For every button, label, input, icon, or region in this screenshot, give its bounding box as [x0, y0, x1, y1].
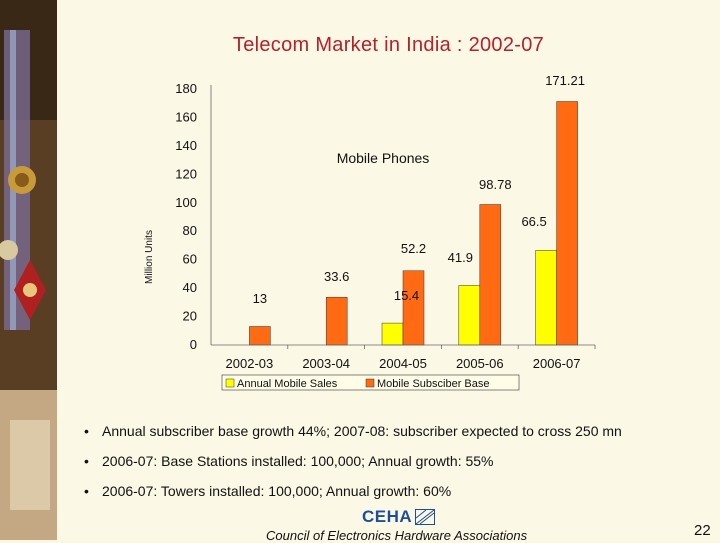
- y-tick-label: 120: [175, 166, 197, 181]
- x-tick-label: 2002-03: [226, 356, 274, 371]
- bar-base: [402, 270, 425, 346]
- x-axis: 2002-03 2003-04 2004-05 2005-06 2006-07: [211, 344, 596, 371]
- legend-label-base: Mobile Subsciber Base: [377, 378, 490, 390]
- data-label: 15.4: [394, 288, 419, 303]
- y-tick-label: 60: [183, 252, 197, 267]
- data-label: 33.6: [324, 269, 349, 284]
- x-tick-label: 2005-06: [456, 356, 504, 371]
- slide-background: [57, 0, 720, 540]
- y-axis: 0 20 40 60 80 100 120 140 160 180: [175, 81, 212, 352]
- bar-sales: [535, 250, 557, 346]
- legend-label-sales: Annual Mobile Sales: [237, 378, 338, 390]
- bar-series: [249, 101, 578, 346]
- slide-title: Telecom Market in India : 2002-07: [232, 34, 545, 56]
- bar-sales: [381, 322, 404, 346]
- bullet-text: 2006-07: Towers installed: 100,000; Annu…: [102, 483, 452, 499]
- legend-swatch-base: [365, 378, 375, 388]
- bar-base: [325, 296, 348, 346]
- data-label: 41.9: [448, 250, 473, 265]
- chart-annotation: Mobile Phones: [337, 150, 430, 166]
- x-tick-label: 2006-07: [533, 356, 581, 371]
- logo-globe-icon: [415, 509, 436, 525]
- y-tick-label: 140: [175, 138, 197, 153]
- bullet-symbol: •: [84, 483, 89, 499]
- y-tick-label: 80: [183, 223, 197, 238]
- bar-base: [556, 101, 578, 346]
- data-label: 66.5: [521, 214, 546, 229]
- data-labels: 13 33.6 15.4 52.2 41.9 98.78 66.5 171.21: [253, 73, 585, 306]
- x-tick-label: 2004-05: [379, 356, 427, 371]
- decorative-side-strip: [0, 0, 57, 540]
- legend-swatch-sales: [225, 378, 235, 388]
- y-tick-label: 100: [175, 195, 197, 210]
- bullet-symbol: •: [84, 453, 89, 469]
- bullet-text: 2006-07: Base Stations installed: 100,00…: [102, 453, 494, 469]
- bullet-item: • 2006-07: Base Stations installed: 100,0…: [84, 453, 494, 469]
- x-tick-label: 2003-04: [302, 356, 350, 371]
- page-number: 22: [694, 522, 711, 539]
- y-axis-label: Million Units: [144, 230, 155, 284]
- bullet-item: • Annual subscriber base growth 44%; 2007…: [84, 423, 622, 439]
- data-label: 52.2: [401, 241, 426, 256]
- ceha-logo: CEHA: [362, 507, 436, 527]
- footer-text: Council of Electronics Hardware Associat…: [266, 528, 528, 543]
- data-label: 98.78: [479, 177, 512, 192]
- logo-text: CEHA: [362, 507, 413, 526]
- y-tick-label: 180: [175, 81, 197, 96]
- y-tick-label: 20: [183, 309, 197, 324]
- bar-chart: 0 20 40 60 80 100 120 140 160 180 13 33.6 15.4 52.2 4…: [144, 73, 596, 391]
- bullet-item: • 2006-07: Towers installed: 100,000; Ann…: [84, 483, 451, 499]
- bar-base: [479, 204, 502, 346]
- chart-legend: Annual Mobile Sales Mobile Subsciber Bas…: [221, 374, 520, 391]
- data-label: 13: [253, 291, 267, 306]
- bullet-text: Annual subscriber base growth 44%; 2007-…: [102, 423, 622, 439]
- data-label: 171.21: [545, 73, 585, 88]
- bar-base: [249, 326, 271, 346]
- bar-sales: [458, 285, 481, 346]
- y-tick-label: 160: [175, 109, 197, 124]
- y-tick-label: 40: [183, 280, 197, 295]
- y-tick-label: 0: [190, 337, 197, 352]
- bullet-symbol: •: [84, 423, 89, 439]
